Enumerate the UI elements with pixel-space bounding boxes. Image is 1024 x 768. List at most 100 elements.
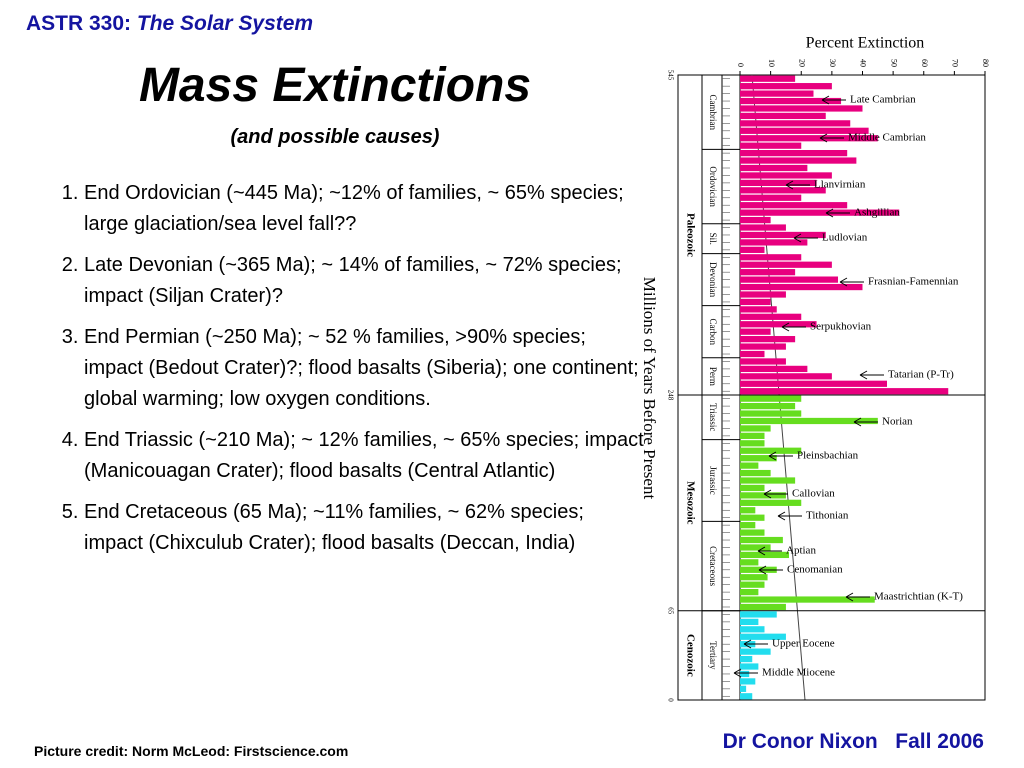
boundary-label: 65 (666, 607, 674, 615)
bar (740, 574, 768, 581)
bar (740, 112, 826, 120)
annotation: Norian (882, 416, 913, 428)
x-tick-label: 40 (859, 59, 868, 67)
course-title: The Solar System (136, 12, 314, 35)
bar (740, 477, 796, 484)
x-tick-label: 80 (981, 59, 990, 67)
picture-credit: Picture credit: Norm McLeod: Firstscienc… (34, 743, 349, 759)
bar (740, 254, 802, 261)
bar (740, 298, 771, 306)
annotation: Late Cambrian (850, 94, 916, 106)
bar (740, 432, 765, 439)
bar (740, 484, 765, 492)
arrow-head (763, 489, 772, 499)
arrow-head (768, 451, 777, 461)
bar (740, 388, 949, 395)
period-label: Cretaceous (708, 546, 718, 586)
bar (740, 618, 759, 625)
list-item: End Permian (~250 Ma); ~ 52 % families, … (84, 322, 644, 415)
era-label: Cenozoic (684, 634, 696, 677)
course-header: ASTR 330: The Solar System (26, 12, 313, 36)
x-tick-label: 60 (920, 59, 929, 67)
bar (740, 603, 786, 611)
arrow-head (743, 639, 752, 649)
extinction-list: End Ordovician (~445 Ma); ~12% of famili… (40, 178, 644, 569)
arrow-head (785, 180, 794, 190)
arrow-head (853, 417, 862, 427)
bar (740, 127, 869, 134)
annotation: Llanvirnian (814, 179, 866, 191)
annotation: Frasnian-Famennian (868, 276, 959, 288)
x-tick-label: 50 (889, 59, 898, 67)
bar (740, 328, 771, 335)
annotation: Upper Eocene (772, 638, 835, 650)
list-item: End Triassic (~210 Ma); ~ 12% families, … (84, 425, 644, 487)
annotation: Callovian (792, 488, 835, 500)
bar (740, 283, 863, 291)
bar (740, 626, 765, 633)
list-item: End Cretaceous (65 Ma); ~11% families, ~… (84, 497, 644, 559)
bar (740, 261, 832, 268)
bar (740, 373, 832, 380)
bar (740, 97, 842, 105)
annotation: Tithonian (806, 510, 849, 522)
bar (740, 655, 753, 663)
annotation: Cenomanian (787, 564, 843, 576)
bar (740, 216, 771, 224)
period-label: Tertiary (708, 641, 718, 670)
bar (740, 581, 765, 588)
annotation: Ashgillian (854, 207, 900, 219)
author: Dr Conor Nixon Fall 2006 (722, 730, 984, 753)
bar (740, 83, 832, 90)
arrow-head (793, 233, 802, 243)
bar (740, 380, 887, 387)
arrow-head (757, 546, 766, 556)
bar (740, 120, 851, 127)
slide-subtitle: (and possible causes) (230, 126, 440, 148)
bar (740, 663, 759, 670)
bar (740, 417, 878, 425)
bar (740, 291, 786, 298)
bar (740, 365, 808, 373)
bar (740, 336, 796, 343)
background-line (751, 74, 806, 701)
arrow-head (781, 322, 790, 332)
annotation: Pleinsbachian (797, 450, 859, 462)
bar (740, 685, 747, 692)
bar (740, 202, 848, 209)
period-label: Perm (708, 367, 718, 386)
bar (740, 358, 786, 365)
list-item: End Ordovician (~445 Ma); ~12% of famili… (84, 178, 644, 240)
arrow-head (758, 565, 767, 575)
bar (740, 150, 848, 157)
bar (740, 455, 777, 462)
bar (740, 343, 786, 350)
chart-frame (677, 74, 986, 701)
course-code: ASTR 330: (26, 12, 132, 35)
boundary-label: 248 (666, 390, 674, 401)
period-label: Jurassic (708, 466, 718, 495)
bar (740, 157, 857, 164)
x-tick-label: 0 (736, 63, 745, 67)
bar (740, 179, 817, 187)
bar (740, 588, 759, 596)
bar (740, 536, 783, 544)
bar (740, 105, 863, 112)
annotation: Middle Cambrian (848, 132, 926, 144)
boundary-label: 0 (666, 698, 674, 702)
bar (740, 231, 826, 239)
y-axis-label: Millions of Years Before Present (640, 277, 659, 500)
bar (740, 164, 808, 172)
x-tick-label: 20 (797, 59, 806, 67)
period-label: Cambrian (708, 94, 718, 130)
period-label: Carbon (708, 318, 718, 345)
bar (740, 395, 802, 402)
bar (740, 522, 756, 529)
arrow-head (825, 208, 834, 218)
bar (740, 559, 759, 566)
bar (740, 350, 765, 358)
arrow-head (859, 370, 868, 380)
bar (740, 187, 826, 194)
